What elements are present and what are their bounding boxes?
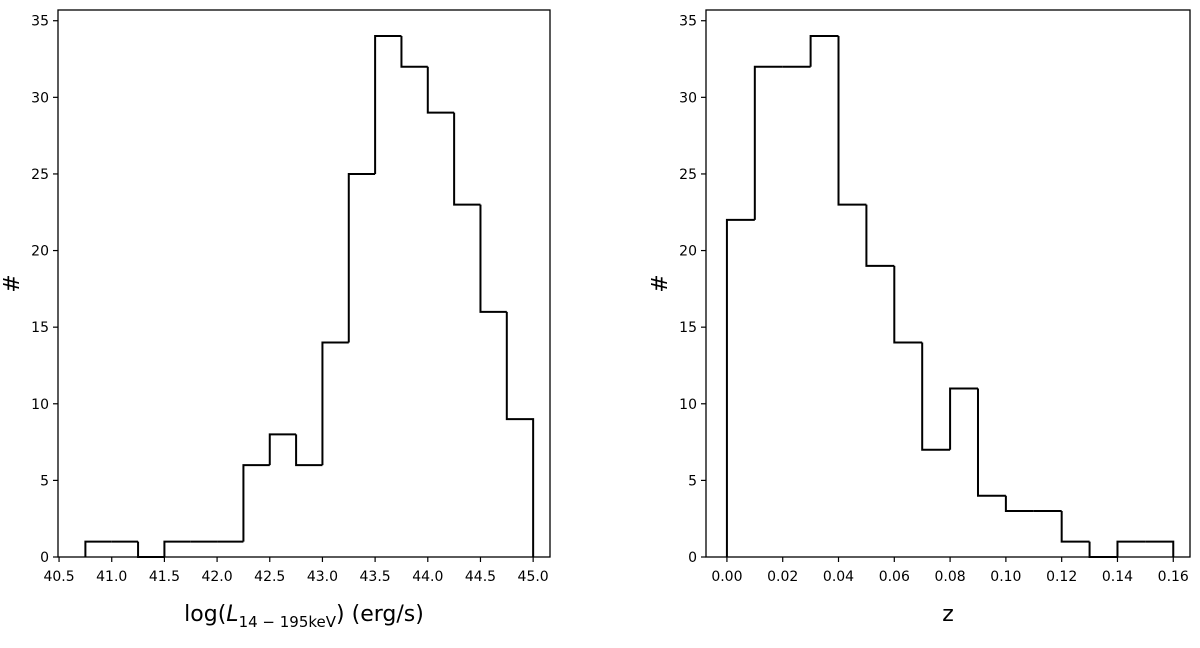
histogram-bin xyxy=(321,341,349,466)
histogram-bin xyxy=(1116,540,1146,557)
y-tick-label: 15 xyxy=(31,320,49,336)
x-tick-label: 42.5 xyxy=(254,569,285,585)
histogram-bin xyxy=(809,35,839,67)
x-tick-label: 44.5 xyxy=(465,569,496,585)
x-tick-label: 43.0 xyxy=(307,569,338,585)
y-tick-label: 0 xyxy=(40,550,49,566)
y-tick-label: 5 xyxy=(40,473,49,489)
histogram-bin xyxy=(268,433,297,466)
x-axis-label-prefix: z xyxy=(942,602,954,627)
histogram-bin xyxy=(426,66,455,114)
histogram-bin xyxy=(725,218,755,557)
x-axis-label-prefix: log( xyxy=(184,602,226,627)
y-tick-label: 10 xyxy=(31,397,49,413)
histogram-bin xyxy=(949,387,978,450)
x-tick-label: 41.5 xyxy=(149,569,180,585)
y-tick-label: 0 xyxy=(688,550,697,566)
histogram-bin xyxy=(374,35,402,174)
x-tick-label: 0.16 xyxy=(1158,569,1189,585)
y-tick-label: 20 xyxy=(679,244,697,260)
x-tick-label: 0.06 xyxy=(879,569,910,585)
histogram-bin xyxy=(347,172,376,343)
x-tick-label: 42.0 xyxy=(201,569,232,585)
histogram-bin xyxy=(295,434,323,467)
y-tick-label: 20 xyxy=(31,244,49,260)
y-tick-label: 35 xyxy=(679,14,697,30)
histogram-bin xyxy=(505,311,535,557)
x-tick-label: 0.08 xyxy=(935,569,966,585)
histogram-bin xyxy=(1004,495,1034,513)
x-axis-label-subscript: 14 − 195keV xyxy=(239,613,337,631)
x-axis-label: log(L14 − 195keV) (erg/s) xyxy=(184,602,424,631)
histogram-bin xyxy=(865,204,895,267)
histogram-bin xyxy=(976,388,1006,497)
histogram-bin xyxy=(137,541,165,558)
x-tick-label: 0.10 xyxy=(990,569,1021,585)
x-tick-label: 40.5 xyxy=(43,569,74,585)
x-tick-label: 0.04 xyxy=(823,569,854,585)
histogram-bin xyxy=(1145,540,1175,557)
x-tick-label: 41.0 xyxy=(96,569,127,585)
x-tick-label: 44.0 xyxy=(412,569,443,585)
y-tick-label: 30 xyxy=(679,90,697,106)
y-tick-label: 30 xyxy=(31,90,49,106)
histogram-bin xyxy=(837,36,867,206)
histogram-bin xyxy=(163,540,191,557)
y-tick-label: 25 xyxy=(679,167,697,183)
histogram-bin xyxy=(893,265,923,344)
x-tick-label: 0.00 xyxy=(711,569,742,585)
x-tick-label: 0.14 xyxy=(1102,569,1133,585)
y-tick-label: 35 xyxy=(31,14,49,30)
x-tick-label: 43.5 xyxy=(360,569,391,585)
y-tick-label: 5 xyxy=(688,473,697,489)
axes-frame xyxy=(705,9,1191,558)
histogram-bin xyxy=(453,112,481,206)
x-tick-label: 45.0 xyxy=(518,569,549,585)
axes-frame xyxy=(57,9,551,558)
histogram-bin xyxy=(1060,511,1090,543)
histogram-bin xyxy=(753,65,783,220)
y-tick-label: 15 xyxy=(679,320,697,336)
x-tick-label: 0.02 xyxy=(767,569,798,585)
x-axis-label: z xyxy=(942,602,954,627)
histogram-bin xyxy=(242,464,270,542)
y-tick-label: 10 xyxy=(679,397,697,413)
y-axis-label: # xyxy=(0,274,25,292)
x-axis-label-suffix: ) (erg/s) xyxy=(336,602,424,627)
x-axis-label-symbol: L xyxy=(226,602,238,627)
y-tick-label: 25 xyxy=(31,167,49,183)
histogram-bin xyxy=(1088,541,1118,558)
histogram-bin xyxy=(921,342,951,451)
x-tick-label: 0.12 xyxy=(1046,569,1077,585)
histogram-bin xyxy=(84,540,112,557)
histogram-bin xyxy=(479,204,507,313)
y-axis-label: # xyxy=(648,274,673,292)
histogram-bin xyxy=(400,36,428,68)
